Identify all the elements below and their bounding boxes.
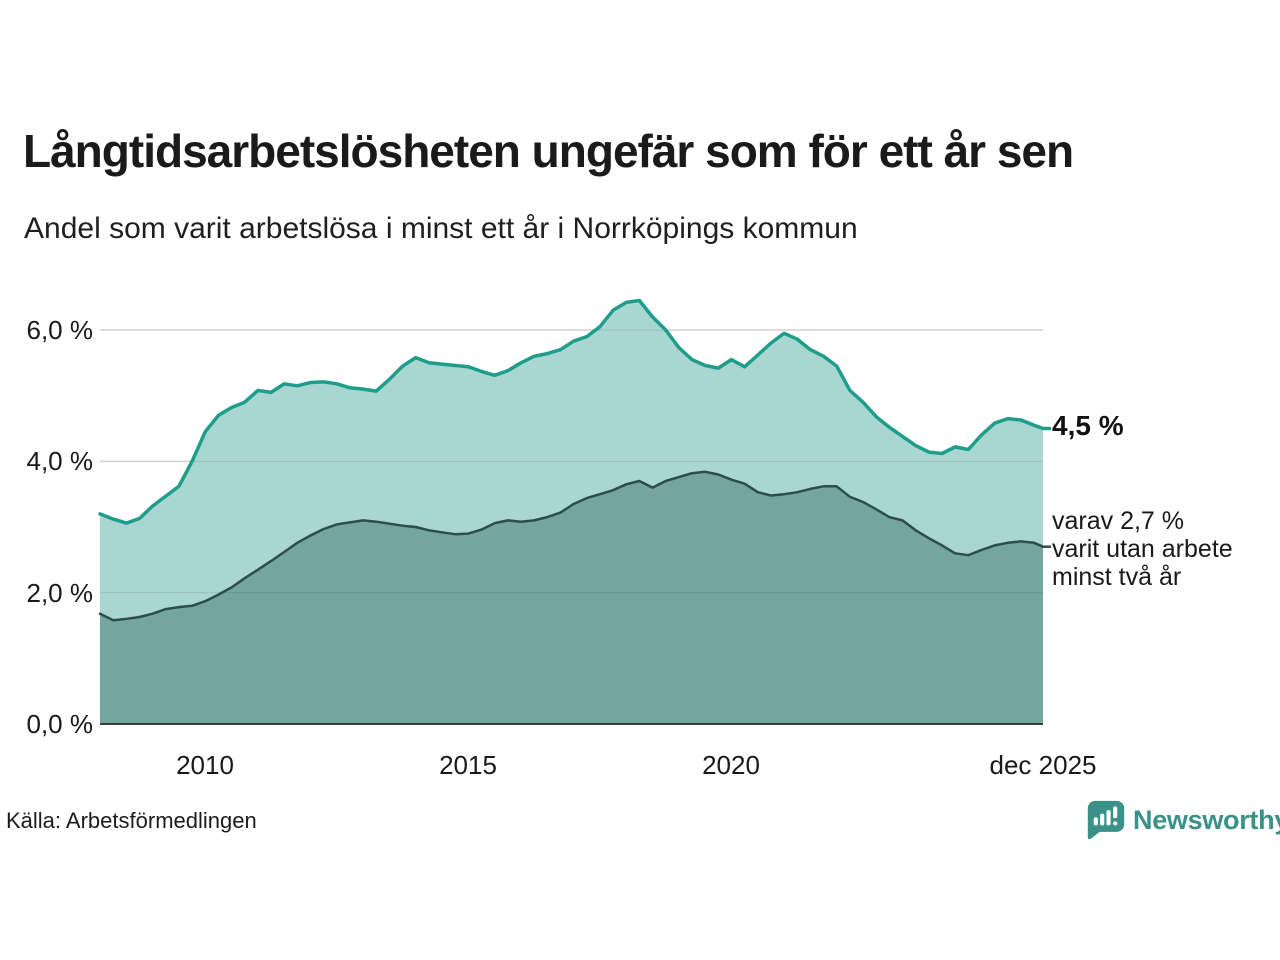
annotation-line: minst två år <box>1052 562 1182 591</box>
y-axis-tick-label: 2,0 % <box>26 577 94 608</box>
y-axis-tick-label: 6,0 % <box>26 315 94 345</box>
x-axis-tick-label: 2020 <box>702 750 760 780</box>
source-text: Källa: Arbetsförmedlingen <box>6 808 257 833</box>
newsworthy-logo-icon <box>1087 800 1125 840</box>
brand-name: Newsworthy <box>1133 804 1280 835</box>
x-axis-tick-label: dec 2025 <box>989 750 1097 780</box>
annotation-line: varit utan arbete <box>1052 534 1233 563</box>
page-title: Långtidsarbetslösheten ungefär som för e… <box>23 125 1074 177</box>
y-axis-tick-label: 4,0 % <box>26 446 94 477</box>
y-axis-tick-label: 0,0 % <box>26 709 94 739</box>
annotation-line: varav 2,7 % <box>1052 506 1185 535</box>
x-axis-tick-label: 2015 <box>439 750 497 780</box>
x-axis-tick-label: 2010 <box>176 750 234 780</box>
annotation-latest-total: 4,5 % <box>1052 409 1124 441</box>
annotation-two-years: varav 2,7 % varit utan arbete minst två … <box>1052 507 1233 591</box>
chart-subtitle: Andel som varit arbetslösa i minst ett å… <box>24 212 858 245</box>
newsworthy-brand: Newsworthy <box>1086 799 1280 841</box>
